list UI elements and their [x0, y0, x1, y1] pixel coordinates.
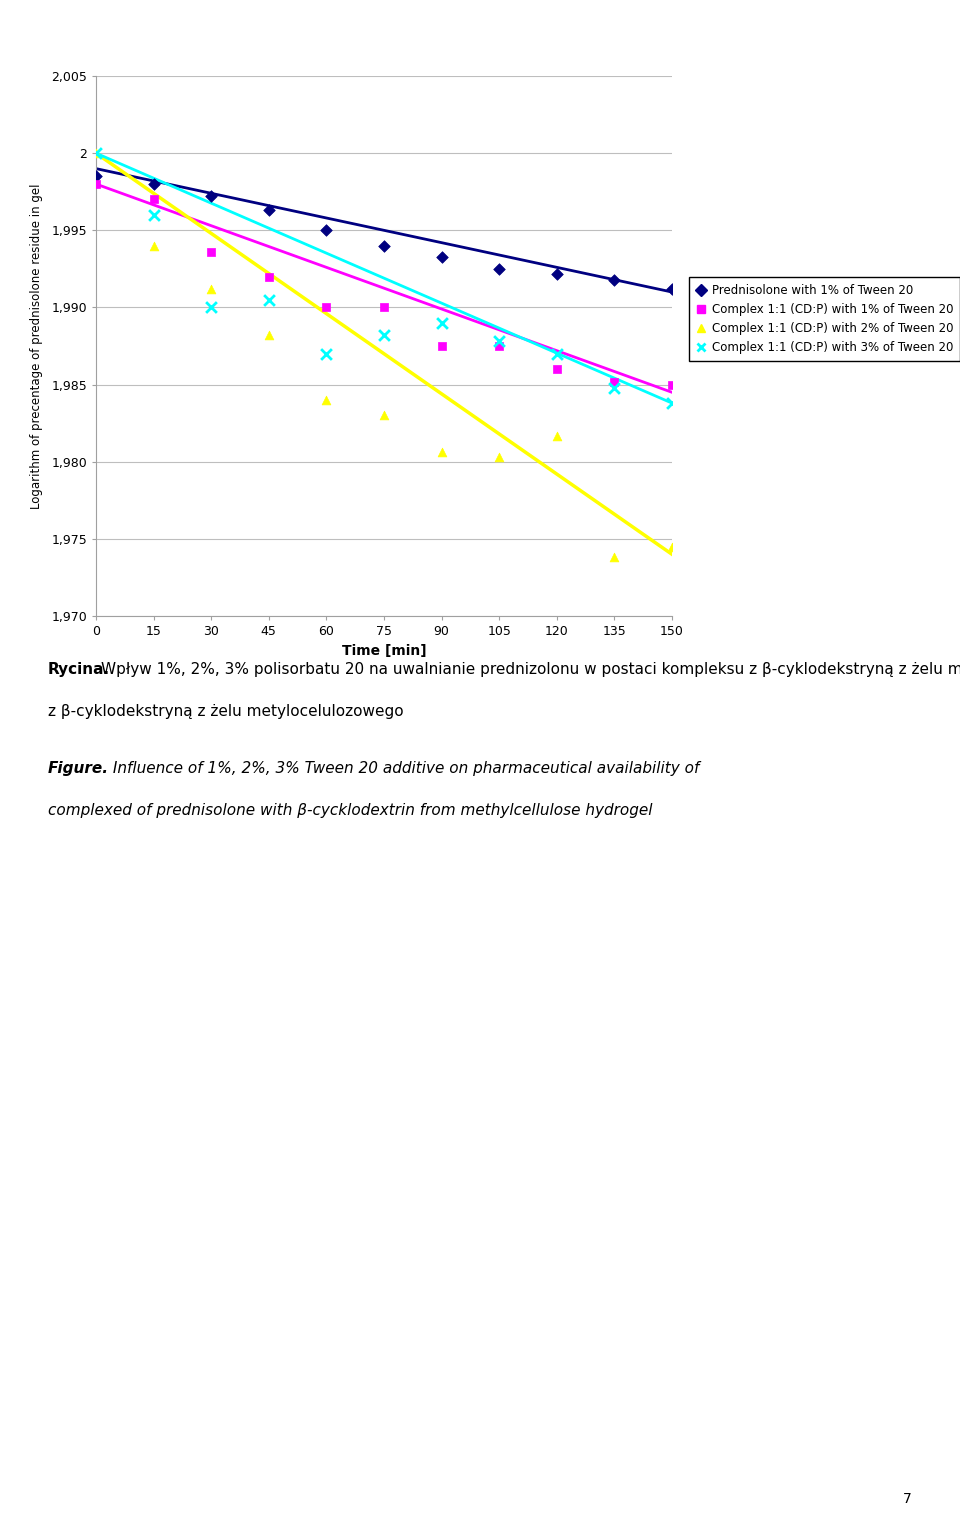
Point [664, 373, 680, 397]
Point [549, 342, 564, 367]
Point [88, 141, 104, 166]
Point [664, 391, 680, 415]
Point [261, 287, 276, 312]
Point [88, 172, 104, 196]
Point [549, 357, 564, 382]
Point [204, 295, 219, 319]
Point [492, 329, 507, 353]
Point [261, 265, 276, 289]
Point [319, 218, 334, 242]
Point [492, 257, 507, 281]
Y-axis label: Logarithm of precentage of prednisolone residue in gel: Logarithm of precentage of prednisolone … [30, 183, 43, 510]
Point [549, 423, 564, 447]
Point [204, 184, 219, 208]
Point [376, 295, 392, 319]
Text: complexed of prednisolone with β-cycklodextrin from methylcellulose hydrogel: complexed of prednisolone with β-cycklod… [48, 803, 653, 818]
Point [376, 403, 392, 427]
Point [434, 440, 449, 464]
Point [319, 342, 334, 367]
Point [434, 310, 449, 335]
Point [376, 234, 392, 259]
Point [88, 141, 104, 166]
Text: 7: 7 [903, 1492, 912, 1506]
Point [88, 164, 104, 189]
Point [261, 322, 276, 347]
Point [607, 370, 622, 394]
Text: Figure.: Figure. [48, 760, 109, 776]
Point [434, 245, 449, 269]
Point [146, 172, 161, 196]
Text: z β-cyklodekstryną z żelu metylocelulozowego: z β-cyklodekstryną z żelu metylocelulozo… [48, 704, 403, 719]
Point [376, 322, 392, 347]
Point [146, 187, 161, 211]
Point [204, 240, 219, 265]
Point [204, 277, 219, 301]
Point [607, 376, 622, 400]
Point [492, 446, 507, 470]
Point [664, 277, 680, 301]
Point [607, 545, 622, 569]
Point [146, 202, 161, 227]
Point [319, 388, 334, 412]
Point [492, 335, 507, 359]
Point [607, 268, 622, 292]
Point [319, 295, 334, 319]
Text: Wpływ 1%, 2%, 3% polisorbatu 20 na uwalnianie prednizolonu w postaci kompleksu z: Wpływ 1%, 2%, 3% polisorbatu 20 na uwaln… [101, 662, 960, 677]
Text: Rycina.: Rycina. [48, 662, 110, 677]
Point [146, 234, 161, 259]
X-axis label: Time [min]: Time [min] [342, 643, 426, 657]
Point [549, 262, 564, 286]
Point [434, 335, 449, 359]
Point [261, 198, 276, 222]
Point [664, 534, 680, 558]
Legend: Prednisolone with 1% of Tween 20, Complex 1:1 (CD:P) with 1% of Tween 20, Comple: Prednisolone with 1% of Tween 20, Comple… [689, 277, 960, 360]
Text: Influence of 1%, 2%, 3% Tween 20 additive on pharmaceutical availability of: Influence of 1%, 2%, 3% Tween 20 additiv… [108, 760, 700, 776]
